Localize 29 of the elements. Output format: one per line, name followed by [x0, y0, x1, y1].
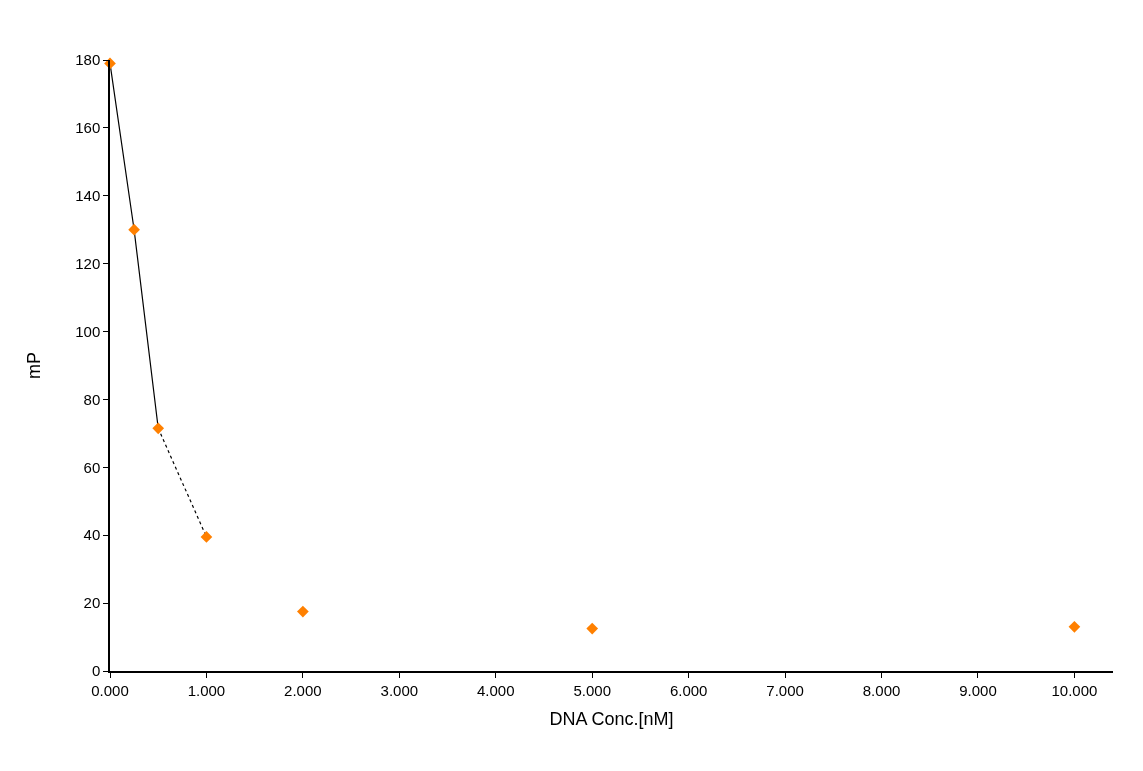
- x-tick-label: 0.000: [91, 681, 129, 699]
- y-tick-label: 180: [75, 51, 101, 69]
- x-tick-label: 6.000: [669, 681, 708, 699]
- y-tick-label: 80: [83, 390, 101, 408]
- point: [128, 223, 140, 236]
- x-tick-label: 10.000: [1051, 681, 1098, 699]
- y-tick-label: 60: [83, 458, 101, 476]
- point: [586, 622, 599, 635]
- x-tick-label: 9.000: [959, 681, 997, 699]
- x-tick-label: 5.000: [573, 681, 611, 699]
- point: [1068, 621, 1081, 633]
- x-tick-label: 2.000: [284, 681, 322, 699]
- point: [200, 531, 213, 543]
- y-tick-label: 160: [75, 119, 101, 137]
- y-tick-label: 140: [75, 187, 101, 205]
- point: [152, 422, 165, 435]
- y-axis-title: mP: [23, 352, 44, 379]
- x-axis-title: DNA Conc.[nM]: [549, 709, 674, 730]
- x-tick-label: 8.000: [862, 681, 901, 699]
- x-tick-label: 7.000: [766, 681, 804, 699]
- y-tick-label: 0: [91, 662, 101, 680]
- y-tick-label: 100: [75, 322, 101, 340]
- x-tick-label: 1.000: [187, 681, 226, 699]
- y-tick-label: 20: [83, 594, 101, 612]
- point: [297, 605, 309, 618]
- x-tick-label: 4.000: [477, 681, 515, 699]
- x-tick-label: 3.000: [380, 681, 419, 699]
- y-tick-label: 40: [83, 526, 101, 544]
- y-tick-label: 120: [75, 254, 101, 272]
